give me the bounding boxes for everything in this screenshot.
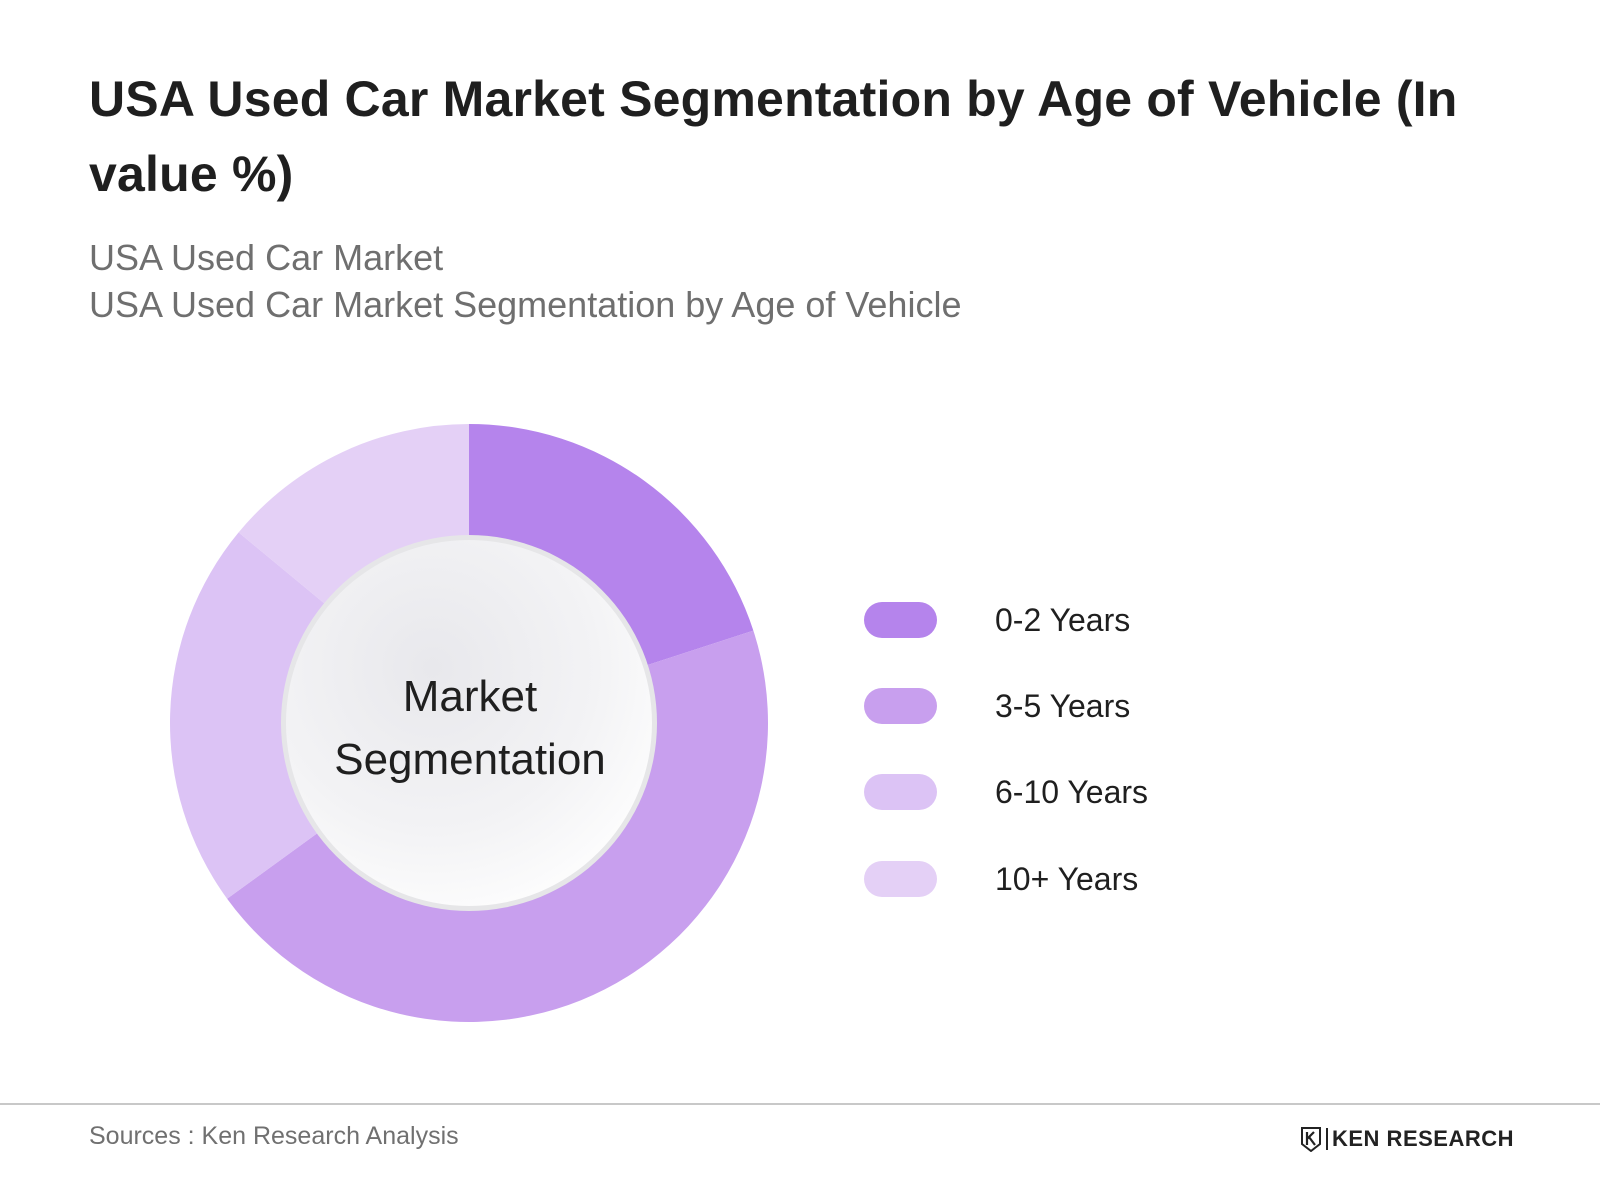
logo-divider (1326, 1128, 1328, 1150)
legend-item-3-5-years: 3-5 Years (864, 686, 1284, 726)
center-label-line1: Market (402, 672, 538, 721)
chart-subtitle-market: USA Used Car Market (89, 237, 444, 278)
legend-label-3-5-years: 3-5 Years (995, 688, 1131, 724)
logo-text: KEN RESEARCH (1332, 1126, 1515, 1151)
legend-swatch-10-plus-years (864, 861, 937, 897)
ken-research-k-icon (1301, 1127, 1321, 1152)
footer-divider (0, 1103, 1600, 1105)
legend-label-0-2-years: 0-2 Years (995, 602, 1131, 638)
donut-slices (169, 424, 769, 1023)
ken-research-logo: KEN RESEARCH (1300, 1124, 1520, 1154)
chart-subtitle-segmentation: USA Used Car Market Segmentation by Age … (89, 284, 962, 325)
legend-item-0-2-years: 0-2 Years (864, 600, 1284, 640)
donut-slice-0-2-years (469, 424, 754, 666)
legend-item-6-10-years: 6-10 Years (864, 772, 1284, 812)
donut-slice-3-5-years (227, 630, 769, 1023)
center-label-line2: Segmentation (334, 735, 606, 784)
donut-center (286, 540, 652, 906)
legend-label-10-plus-years: 10+ Years (995, 861, 1139, 897)
legend-swatch-3-5-years (864, 688, 937, 724)
legend-label-6-10-years: 6-10 Years (995, 774, 1149, 810)
source-note: Sources : Ken Research Analysis (89, 1122, 459, 1150)
donut-center-label: Market Segmentation (300, 665, 640, 791)
chart-title: USA Used Car Market Segmentation by Age … (89, 71, 1458, 202)
donut-slice-10-plus-years (238, 424, 469, 606)
legend-item-10-plus-years: 10+ Years (864, 859, 1284, 899)
legend-swatch-6-10-years (864, 774, 937, 810)
donut-slice-6-10-years (169, 532, 327, 899)
legend-swatch-0-2-years (864, 602, 937, 638)
